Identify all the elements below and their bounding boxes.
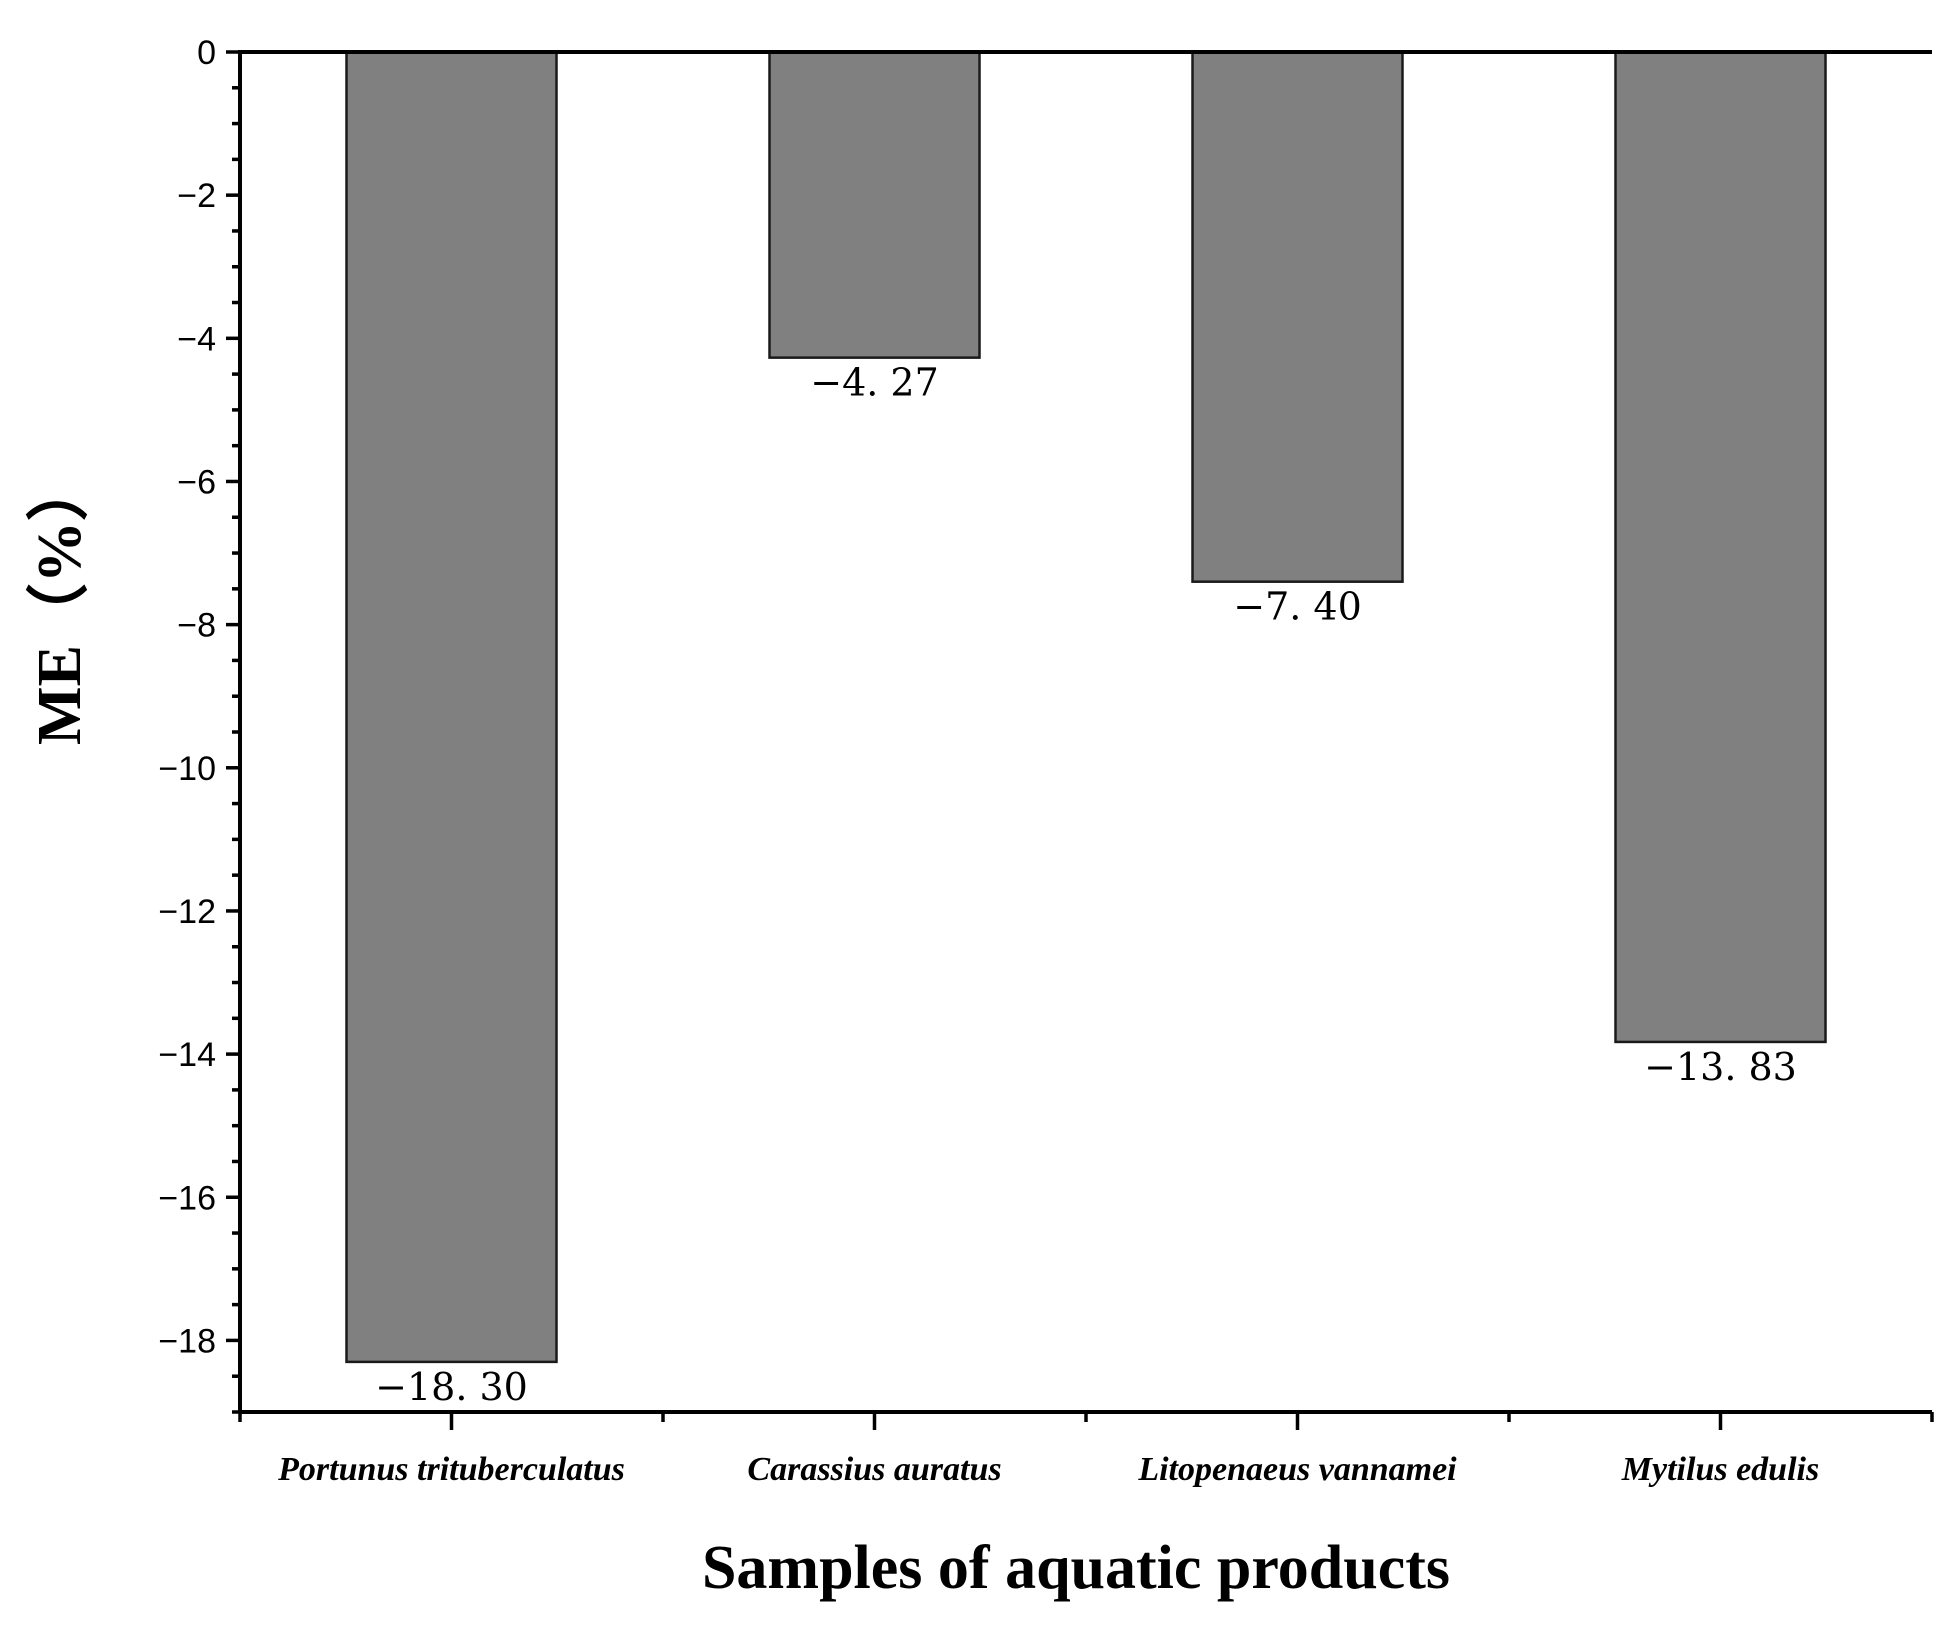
y-tick-label: −10 xyxy=(158,750,216,788)
y-tick-label: −6 xyxy=(177,463,216,501)
bar-data-label: −7. 40 xyxy=(1233,585,1362,629)
ticks-layer xyxy=(226,50,1934,1430)
y-tick-label: −2 xyxy=(177,177,216,215)
bar-data-label: −13. 83 xyxy=(1644,1045,1797,1089)
y-tick-label: −18 xyxy=(158,1322,216,1360)
bars-layer xyxy=(345,50,1827,1364)
y-axis-title: ME（%） xyxy=(24,459,94,745)
y-tick-label: −8 xyxy=(177,607,216,645)
bar-data-label: −4. 27 xyxy=(810,361,939,405)
y-tick-label: 0 xyxy=(197,34,216,72)
x-tick-label: Portunus trituberculatus xyxy=(277,1451,625,1488)
bar xyxy=(345,50,558,1364)
labels-layer: 0 −2 −4 −6 −8 −10 −12 −14 −16 −18 −18. 30 Portunus … xyxy=(158,34,1819,1488)
bar-data-label: −18. 30 xyxy=(375,1365,528,1409)
y-tick-label: −4 xyxy=(177,320,216,358)
x-tick-label: Mytilus edulis xyxy=(1621,1451,1819,1488)
x-tick-label: Litopenaeus vannamei xyxy=(1137,1451,1457,1488)
y-tick-label: −14 xyxy=(158,1036,216,1074)
bar xyxy=(768,50,981,359)
y-tick-label: −16 xyxy=(158,1179,216,1217)
bar xyxy=(1191,50,1404,583)
bar xyxy=(1614,50,1827,1044)
x-tick-label: Carassius auratus xyxy=(747,1451,1001,1488)
y-tick-label: −12 xyxy=(158,893,216,931)
x-axis-title: Samples of aquatic products xyxy=(702,1534,1450,1602)
